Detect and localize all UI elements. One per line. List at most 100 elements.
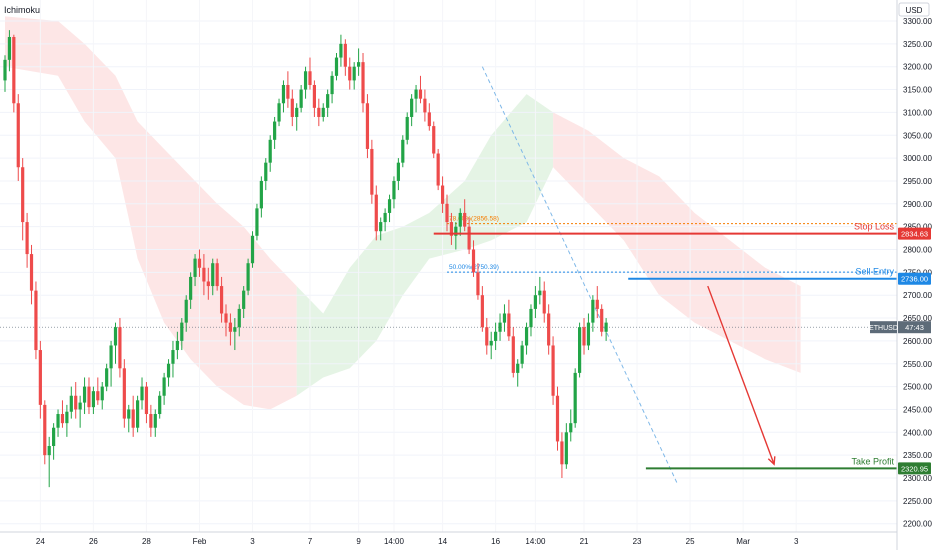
candle-body[interactable] [524, 327, 529, 346]
candle-body[interactable] [405, 116, 409, 140]
candle-body[interactable] [100, 386, 104, 401]
candle-body[interactable] [458, 212, 462, 227]
candle-body[interactable] [38, 350, 42, 405]
candle-body[interactable] [158, 395, 162, 415]
candle-body[interactable] [321, 107, 325, 117]
candle-body[interactable] [197, 258, 202, 268]
candle-body[interactable] [290, 98, 294, 117]
candle-body[interactable] [162, 377, 166, 396]
candle-body[interactable] [87, 386, 91, 408]
candle-body[interactable] [109, 345, 113, 369]
candle-body[interactable] [60, 414, 65, 424]
candle-body[interactable] [560, 441, 564, 465]
candle-body[interactable] [273, 121, 277, 140]
candle-body[interactable] [480, 295, 484, 328]
candle-body[interactable] [189, 276, 193, 300]
candle-body[interactable] [78, 402, 82, 410]
candle-body[interactable] [82, 386, 87, 403]
candle-body[interactable] [600, 308, 604, 332]
candle-body[interactable] [136, 400, 140, 428]
candle-body[interactable] [485, 327, 489, 346]
candle-body[interactable] [144, 386, 149, 415]
candle-body[interactable] [211, 263, 215, 287]
candle-body[interactable] [547, 313, 551, 346]
candle-body[interactable] [555, 395, 560, 442]
candle-body[interactable] [533, 295, 537, 309]
candle-body[interactable] [507, 313, 511, 337]
candle-body[interactable] [436, 153, 440, 186]
candle-body[interactable] [246, 263, 250, 291]
candle-body[interactable] [529, 308, 533, 328]
candle-body[interactable] [193, 258, 197, 277]
candle-body[interactable] [219, 286, 224, 314]
candle-body[interactable] [339, 43, 343, 58]
candle-body[interactable] [498, 322, 502, 332]
candle-body[interactable] [7, 36, 12, 60]
candle-body[interactable] [56, 414, 60, 428]
candle-body[interactable] [595, 299, 599, 309]
candle-body[interactable] [423, 98, 427, 113]
candle-body[interactable] [489, 340, 493, 346]
candle-body[interactable] [122, 368, 126, 419]
candle-body[interactable] [25, 222, 29, 255]
candle-body[interactable] [361, 62, 365, 104]
currency-button[interactable] [898, 2, 930, 17]
candle-body[interactable] [255, 208, 259, 236]
candle-body[interactable] [379, 222, 383, 232]
candle-body[interactable] [440, 185, 445, 204]
candle-body[interactable] [432, 126, 436, 154]
candle-body[interactable] [542, 290, 546, 314]
candle-body[interactable] [29, 254, 34, 291]
candle-body[interactable] [538, 290, 542, 296]
candle-body[interactable] [343, 43, 347, 67]
candle-body[interactable] [171, 350, 175, 364]
candle-body[interactable] [281, 84, 286, 104]
candle-body[interactable] [52, 427, 56, 447]
candle-body[interactable] [21, 167, 25, 223]
candle-body[interactable] [202, 267, 206, 282]
candle-body[interactable] [295, 107, 299, 117]
candle-body[interactable] [396, 162, 400, 181]
candle-body[interactable] [392, 180, 396, 200]
candle-body[interactable] [242, 290, 246, 309]
candle-body[interactable] [449, 222, 454, 236]
candle-body[interactable] [268, 139, 272, 163]
candle-body[interactable] [604, 322, 608, 332]
candle-body[interactable] [16, 103, 20, 168]
candle-body[interactable] [330, 75, 334, 95]
candle-body[interactable] [463, 212, 467, 227]
candle-body[interactable] [224, 313, 228, 323]
candle-body[interactable] [175, 340, 179, 351]
candle-body[interactable] [370, 148, 374, 195]
candle-body[interactable] [454, 226, 458, 236]
candle-body[interactable] [383, 212, 387, 223]
candle-body[interactable] [12, 36, 16, 104]
candle-body[interactable] [578, 327, 582, 373]
candle-body[interactable] [569, 423, 573, 433]
candle-body[interactable] [476, 272, 480, 296]
candle-body[interactable] [47, 446, 51, 456]
candle-body[interactable] [467, 226, 471, 250]
candle-body[interactable] [264, 162, 268, 181]
candle-body[interactable] [573, 372, 577, 424]
candle-body[interactable] [326, 94, 330, 108]
candle-body[interactable] [418, 89, 423, 99]
candle-body[interactable] [591, 299, 595, 323]
candle-body[interactable] [91, 391, 95, 408]
candle-body[interactable] [140, 386, 144, 401]
candle-body[interactable] [387, 199, 392, 213]
candle-body[interactable] [511, 336, 515, 373]
candle-body[interactable] [34, 290, 38, 351]
candle-body[interactable] [312, 84, 316, 108]
candle-body[interactable] [113, 327, 118, 346]
candle-body[interactable] [410, 98, 414, 117]
candle-body[interactable] [43, 404, 47, 456]
candle-body[interactable] [215, 263, 219, 287]
candle-body[interactable] [166, 363, 171, 378]
candle-body[interactable] [118, 327, 122, 369]
candle-body[interactable] [564, 432, 568, 465]
candle-body[interactable] [180, 322, 184, 341]
candle-body[interactable] [502, 313, 507, 323]
